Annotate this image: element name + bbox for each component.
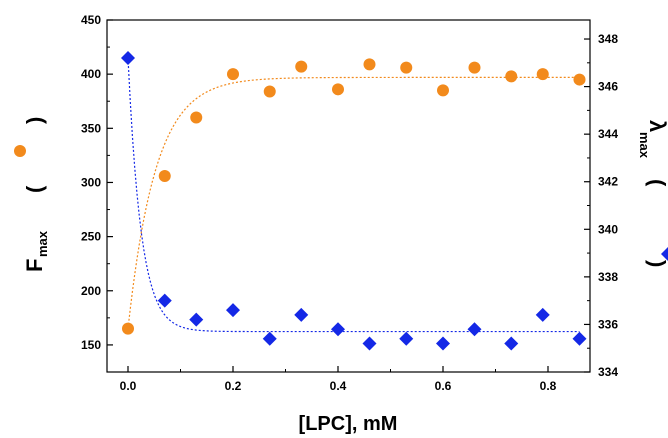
fmax-point bbox=[190, 111, 203, 124]
fmax-point bbox=[158, 169, 171, 182]
left-axis-label-sub: max bbox=[35, 230, 50, 257]
right-tick-label: 346 bbox=[598, 80, 618, 94]
fmax-point bbox=[573, 73, 586, 86]
fmax-point bbox=[468, 61, 481, 74]
lambda-point bbox=[226, 303, 240, 318]
lambda-point bbox=[294, 307, 309, 322]
fmax-point bbox=[400, 61, 413, 74]
x-tick-label: 0.4 bbox=[330, 379, 347, 393]
fmax-point bbox=[263, 85, 276, 98]
left-tick-label: 400 bbox=[81, 67, 101, 81]
right-tick-label: 348 bbox=[598, 32, 618, 46]
left-axis-label: F max ( ) bbox=[14, 117, 50, 272]
lambda-point bbox=[467, 322, 482, 337]
fmax-point bbox=[505, 70, 518, 83]
left-tick-label: 300 bbox=[81, 175, 101, 189]
lambda-point bbox=[362, 336, 377, 351]
x-tick-label: 0.2 bbox=[225, 379, 242, 393]
right-axis-legend-diamond bbox=[661, 247, 668, 261]
fmax-point bbox=[536, 68, 549, 81]
left-axis-legend-circle bbox=[14, 145, 26, 157]
right-axis-label-sub: max bbox=[637, 132, 652, 159]
plot-area bbox=[106, 19, 591, 373]
left-axis-label-main: F bbox=[22, 259, 47, 272]
fmax-fit-line bbox=[127, 76, 580, 329]
right-tick-label: 344 bbox=[598, 127, 618, 141]
right-axis-label: λ max ( ) bbox=[637, 120, 668, 267]
x-tick-label: 0.6 bbox=[435, 379, 452, 393]
lambda-point bbox=[535, 307, 550, 322]
fmax-point bbox=[295, 60, 308, 73]
right-tick-label: 342 bbox=[598, 175, 618, 189]
left-tick-label: 150 bbox=[81, 338, 101, 352]
right-axis-label-main: λ bbox=[645, 120, 668, 132]
right-axis: 334 336 338 340 342 344 346 348 bbox=[584, 32, 618, 379]
lambda-point bbox=[572, 331, 587, 346]
right-tick-label: 338 bbox=[598, 270, 618, 284]
x-tick-label: 0.0 bbox=[120, 379, 137, 393]
plot-frame bbox=[106, 19, 591, 373]
lambda-point bbox=[504, 336, 519, 351]
right-axis-paren-close: ) bbox=[645, 260, 668, 267]
fit-lines bbox=[127, 58, 580, 333]
data-marks bbox=[121, 51, 587, 351]
fmax-point bbox=[122, 322, 134, 335]
lambda-point bbox=[157, 293, 172, 308]
fmax-point bbox=[332, 83, 344, 96]
lambda-point bbox=[189, 312, 204, 327]
right-tick-label: 336 bbox=[598, 317, 618, 331]
left-tick-label: 350 bbox=[81, 121, 101, 135]
lambda-point bbox=[262, 331, 277, 346]
left-tick-label: 450 bbox=[81, 13, 101, 27]
left-tick-label: 200 bbox=[81, 284, 101, 298]
lambda-point bbox=[436, 336, 450, 351]
lambda-fit-line bbox=[127, 58, 580, 333]
lambda-point bbox=[121, 51, 135, 66]
x-tick-label: 0.8 bbox=[540, 379, 557, 393]
x-axis-label: [LPC], mM bbox=[299, 413, 398, 435]
lambda-point bbox=[331, 322, 345, 337]
left-tick-label: 250 bbox=[81, 230, 101, 244]
right-tick-label: 340 bbox=[598, 222, 618, 236]
lambda-point bbox=[399, 331, 414, 346]
x-axis: 0.0 0.2 0.4 0.6 0.8 bbox=[120, 366, 557, 393]
fmax-point bbox=[363, 58, 376, 71]
left-axis-paren-close: ) bbox=[22, 117, 47, 124]
right-tick-label: 334 bbox=[598, 365, 618, 379]
fmax-point bbox=[227, 68, 239, 81]
right-axis-paren-open: ( bbox=[645, 179, 668, 187]
left-axis-paren-open: ( bbox=[22, 185, 47, 193]
fmax-point bbox=[437, 84, 449, 97]
left-axis: 150 200 250 300 350 400 450 bbox=[81, 13, 113, 373]
